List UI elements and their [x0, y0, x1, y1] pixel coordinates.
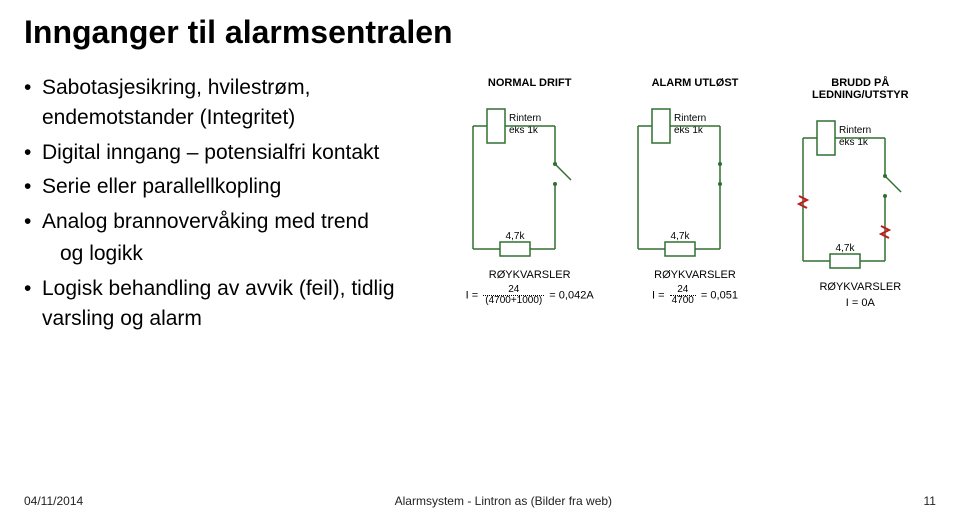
bullet-item: Sabotasjesikring, hvilestrøm, endemotsta…	[24, 73, 434, 134]
circuit-state-label: BRUDD PÅ LEDNING/UTSTYR	[785, 77, 936, 101]
bullet-item: Analog brannovervåking med trend	[24, 207, 434, 237]
svg-text:Rintern: Rintern	[839, 125, 871, 136]
circuit-device-label: RØYKVARSLER	[489, 269, 571, 281]
footer-page: 11	[924, 494, 936, 508]
circuit-column: BRUDD PÅ LEDNING/UTSTYR Rintern eks 1k 4…	[785, 77, 936, 309]
circuit-state-label: NORMAL DRIFT	[488, 77, 572, 89]
footer-center: Alarmsystem - Lintron as (Bilder fra web…	[395, 494, 612, 508]
footer-date: 04/11/2014	[24, 494, 83, 508]
bullet-list: Sabotasjesikring, hvilestrøm, endemotsta…	[24, 73, 434, 339]
bullet-item: Serie eller parallellkopling	[24, 172, 434, 202]
bullet-item: Digital inngang – potensialfri kontakt	[24, 138, 434, 168]
circuit-device-label: RØYKVARSLER	[654, 269, 736, 281]
circuit-svg: Rintern eks 1k 4,7k	[620, 99, 770, 264]
svg-text:Rintern: Rintern	[674, 113, 706, 124]
svg-text:4,7k: 4,7k	[505, 231, 525, 242]
content-row: Sabotasjesikring, hvilestrøm, endemotsta…	[24, 73, 936, 339]
svg-text:4,7k: 4,7k	[836, 243, 856, 254]
bullet-item: Logisk behandling av avvik (feil), tidli…	[24, 274, 434, 335]
circuit-schematic: Rintern eks 1k 4,7k	[620, 99, 770, 267]
circuit-svg: Rintern eks 1k 4,7k	[785, 111, 935, 276]
svg-text:Rintern: Rintern	[509, 113, 541, 124]
circuit-svg: Rintern eks 1k 4,7k	[455, 99, 605, 264]
circuit-state-label: ALARM UTLØST	[652, 77, 739, 89]
circuit-calc: I = 244700 = 0,051	[652, 285, 738, 306]
svg-text:4,7k: 4,7k	[671, 231, 691, 242]
page-title: Innganger til alarmsentralen	[24, 14, 936, 51]
bullet-subline: og logikk	[24, 239, 434, 269]
circuit-calc: I = 24(4700+1000) = 0,042A	[466, 285, 594, 306]
diagram-panel: NORMAL DRIFT Rintern eks 1k 4,7k RØYKVAR…	[454, 73, 936, 309]
circuit-column: NORMAL DRIFT Rintern eks 1k 4,7k RØYKVAR…	[454, 77, 605, 309]
circuit-schematic: Rintern eks 1k 4,7k	[455, 99, 605, 267]
circuit-device-label: RØYKVARSLER	[819, 281, 901, 293]
footer: 04/11/2014 Alarmsystem - Lintron as (Bil…	[24, 494, 936, 508]
circuit-column: ALARM UTLØST Rintern eks 1k 4,7k RØYKVAR…	[619, 77, 770, 309]
circuit-schematic: Rintern eks 1k 4,7k	[785, 111, 935, 279]
circuit-calc: I = 0A	[846, 297, 875, 309]
